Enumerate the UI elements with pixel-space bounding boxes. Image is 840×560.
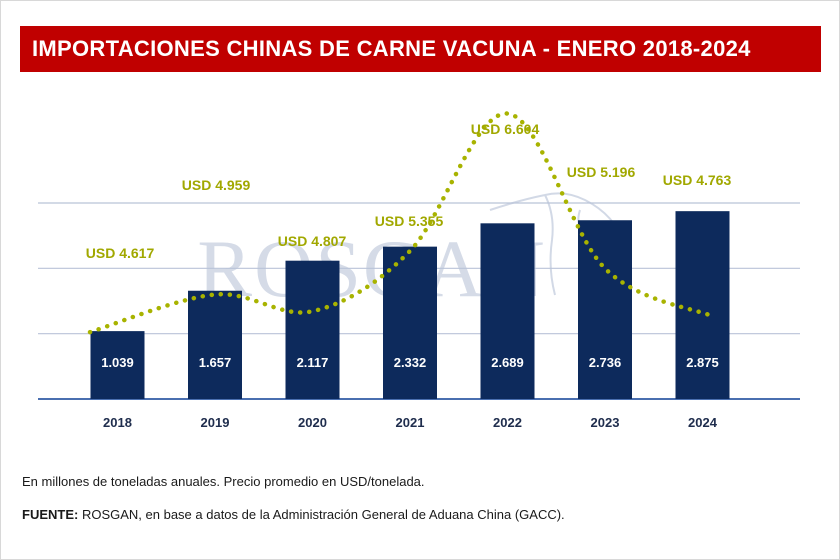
bar-value-label: 2.875: [686, 355, 719, 370]
bar: [383, 246, 437, 399]
x-axis-labels: 2018 2019 2020 2021 2022 2023 2024: [103, 415, 718, 430]
source-note: FUENTE: ROSGAN, en base a datos de la Ad…: [22, 507, 565, 522]
x-tick-label: 2021: [396, 415, 425, 430]
units-note: En millones de toneladas anuales. Precio…: [22, 474, 425, 489]
bar: [188, 290, 242, 399]
bar: [578, 220, 632, 399]
price-label: USD 4.807: [278, 233, 347, 249]
bar: [90, 331, 145, 399]
bar: [675, 211, 730, 399]
price-label: USD 4.959: [182, 177, 251, 193]
price-label: USD 4.763: [663, 172, 732, 188]
x-tick-label: 2020: [298, 415, 327, 430]
bar-value-label: 2.332: [394, 355, 427, 370]
price-line-series: USD 4.617 USD 4.959 USD 4.807 USD 5.355 USD …: [86, 111, 732, 335]
x-tick-label: 2022: [493, 415, 522, 430]
bar-value-label: 2.736: [589, 355, 622, 370]
bar-value-label: 2.117: [297, 355, 329, 370]
chart-title: IMPORTACIONES CHINAS DE CARNE VACUNA - E…: [32, 36, 751, 61]
x-tick-label: 2019: [201, 415, 230, 430]
price-label: USD 5.196: [567, 164, 636, 180]
bar-value-label: 2.689: [491, 355, 524, 370]
x-tick-label: 2024: [688, 415, 718, 430]
x-tick-label: 2018: [103, 415, 132, 430]
price-label: USD 6.604: [471, 121, 540, 137]
source-text: ROSGAN, en base a datos de la Administra…: [78, 507, 565, 522]
bar: [480, 223, 535, 399]
bar-series: 1.039 1.657 2.117 2.332 2.689 2.736 2.875: [90, 211, 730, 399]
bar-value-label: 1.039: [101, 355, 134, 370]
price-label: USD 4.617: [86, 245, 155, 261]
price-label: USD 5.355: [375, 213, 444, 229]
title-banner: IMPORTACIONES CHINAS DE CARNE VACUNA - E…: [20, 26, 821, 72]
bar: [285, 260, 340, 399]
source-label: FUENTE:: [22, 507, 79, 522]
bar-value-label: 1.657: [199, 355, 232, 370]
x-tick-label: 2023: [591, 415, 620, 430]
